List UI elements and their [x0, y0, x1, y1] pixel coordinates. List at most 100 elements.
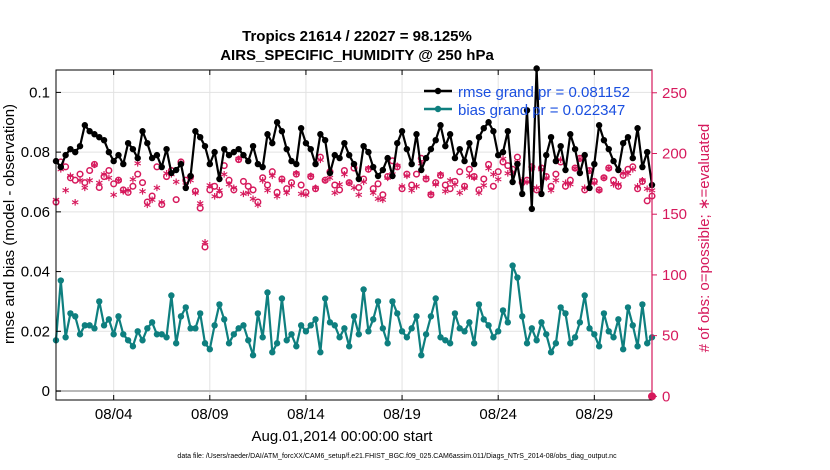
- bias-point: [341, 325, 348, 332]
- possible-point: [321, 176, 329, 184]
- evaluated-point: *: [72, 197, 80, 213]
- evaluated-point: *: [619, 168, 627, 184]
- possible-point: [138, 179, 147, 187]
- evaluated-point: *: [105, 173, 113, 189]
- rmse-point: [297, 125, 305, 132]
- possible-point: [432, 179, 440, 187]
- y-axis-label-left: rmse and bias (model - observation): [1, 104, 18, 344]
- evaluated-point: *: [302, 190, 310, 206]
- bias-point: [394, 310, 401, 317]
- rmse-point: [519, 190, 526, 198]
- rmse-point: [538, 190, 545, 198]
- bias-point: [533, 337, 540, 344]
- x-tick-labels: 08/04 08/09 08/14 08/19 08/24 08/29: [95, 406, 613, 423]
- possible-point: [268, 168, 276, 176]
- y-right-tick-label-250: 250: [662, 85, 687, 102]
- rmse-point: [509, 178, 516, 186]
- possible-point: [552, 170, 560, 178]
- y-right-tick-label-200: 200: [662, 145, 687, 162]
- possible-point: [95, 183, 103, 192]
- rmse-point: [528, 205, 536, 213]
- possible-point: [480, 175, 488, 183]
- evaluated-point: *: [100, 170, 108, 186]
- bias-point: [196, 310, 204, 317]
- evaluated-point: *: [581, 183, 589, 199]
- evaluated-point: *: [365, 163, 373, 179]
- bias-point: [110, 331, 117, 338]
- y-right-tick-labels: 0 50 100 150 200 250: [662, 85, 687, 406]
- possible-point: [412, 170, 421, 178]
- bias-point: [427, 313, 435, 320]
- bias-point: [408, 325, 415, 332]
- evaluated-point: *: [139, 187, 147, 203]
- rmse-point: [466, 139, 473, 147]
- evaluated-point: *: [456, 188, 464, 204]
- evaluated-point: *: [470, 173, 478, 189]
- rmse-point: [321, 136, 329, 144]
- possible-point: [273, 188, 281, 196]
- bias-point: [312, 316, 319, 323]
- possible-point: [191, 187, 199, 195]
- rmse-point: [57, 163, 65, 171]
- possible-point: [441, 181, 449, 189]
- possible-point: [215, 191, 223, 199]
- evaluated-point: *: [451, 179, 459, 195]
- possible-point: [302, 188, 310, 196]
- possible-point: [533, 186, 541, 194]
- possible-point: [408, 181, 416, 189]
- y-left-tick-label-0.1: 0.1: [29, 84, 50, 101]
- evaluated-point: *: [91, 160, 99, 176]
- bias-point: [124, 337, 132, 344]
- bias-point: [115, 313, 122, 320]
- rmse-point: [187, 172, 194, 180]
- evaluated-point: *: [432, 179, 440, 195]
- evaluated-point: *: [398, 182, 406, 198]
- bias-point: [221, 316, 228, 323]
- bias-point: [470, 340, 478, 347]
- bias-point: [374, 298, 382, 305]
- possible-point: [638, 177, 646, 185]
- possible-point: [129, 182, 137, 190]
- evaluated-point: *: [557, 155, 565, 171]
- evaluated-point: *: [543, 173, 551, 189]
- rmse-point: [144, 139, 151, 147]
- x-tick-label-08/04: 08/04: [95, 406, 133, 423]
- bias-point: [552, 340, 560, 347]
- bias-point: [245, 337, 252, 344]
- rmse-point: [62, 151, 69, 159]
- bias-point: [571, 334, 579, 341]
- possible-point: [134, 170, 142, 178]
- bias-point: [177, 313, 185, 320]
- evaluated-point: *: [629, 165, 637, 181]
- bias-point: [461, 328, 468, 335]
- possible-point: [196, 204, 204, 212]
- bias-point: [509, 262, 516, 269]
- evaluated-point: *: [273, 191, 281, 207]
- rmse-point: [451, 154, 459, 162]
- rmse-point: [605, 145, 612, 153]
- bias-point: [490, 334, 497, 341]
- rmse-point: [153, 151, 161, 159]
- rmse-point: [446, 131, 454, 138]
- evaluated-point: *: [576, 154, 584, 170]
- evaluated-point: *: [57, 165, 65, 181]
- bias-point: [629, 322, 636, 329]
- possible-point: [379, 191, 387, 199]
- bias-point: [355, 331, 363, 338]
- evaluated-point: *: [148, 195, 156, 211]
- rmse-point: [379, 166, 387, 174]
- bias-point: [273, 340, 281, 347]
- bias-point: [523, 340, 531, 347]
- rmse-point: [211, 148, 218, 156]
- rmse-point: [100, 136, 108, 144]
- possible-point: [124, 188, 132, 196]
- bias-point: [72, 313, 79, 320]
- rmse-point: [427, 145, 435, 153]
- evaluated-point: *: [288, 180, 296, 196]
- rmse-point: [504, 128, 512, 135]
- rmse-point: [115, 151, 122, 159]
- possible-point: [239, 177, 248, 185]
- y-right-tick-label-0: 0: [662, 388, 670, 405]
- evaluated-point: *: [235, 154, 243, 170]
- evaluated-point: *: [86, 176, 94, 192]
